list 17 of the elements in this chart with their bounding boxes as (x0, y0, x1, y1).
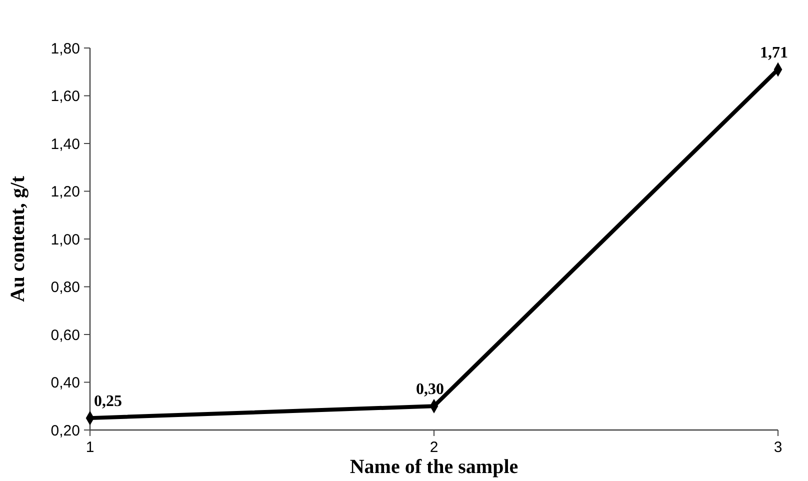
x-tick-label: 1 (86, 439, 94, 456)
y-tick-label: 1,60 (50, 88, 80, 105)
x-tick-label: 2 (430, 439, 438, 456)
y-tick-label: 1,80 (50, 40, 80, 58)
data-label: 0,25 (94, 393, 122, 410)
y-axis-title: Au content, g/t (7, 176, 29, 302)
y-tick-label: 0,20 (50, 422, 80, 440)
x-tick-label: 3 (774, 439, 782, 456)
y-tick-label: 0,60 (50, 326, 80, 344)
data-label: 0,30 (416, 381, 444, 398)
data-label: 1,71 (760, 44, 788, 62)
y-tick-label: 1,00 (50, 231, 80, 248)
x-axis-title: Name of the sample (350, 456, 518, 478)
y-tick-label: 0,80 (50, 279, 80, 296)
y-tick-label: 1,40 (50, 136, 80, 153)
y-tick-label: 0,40 (50, 374, 80, 392)
y-tick-label: 1,20 (50, 184, 80, 200)
